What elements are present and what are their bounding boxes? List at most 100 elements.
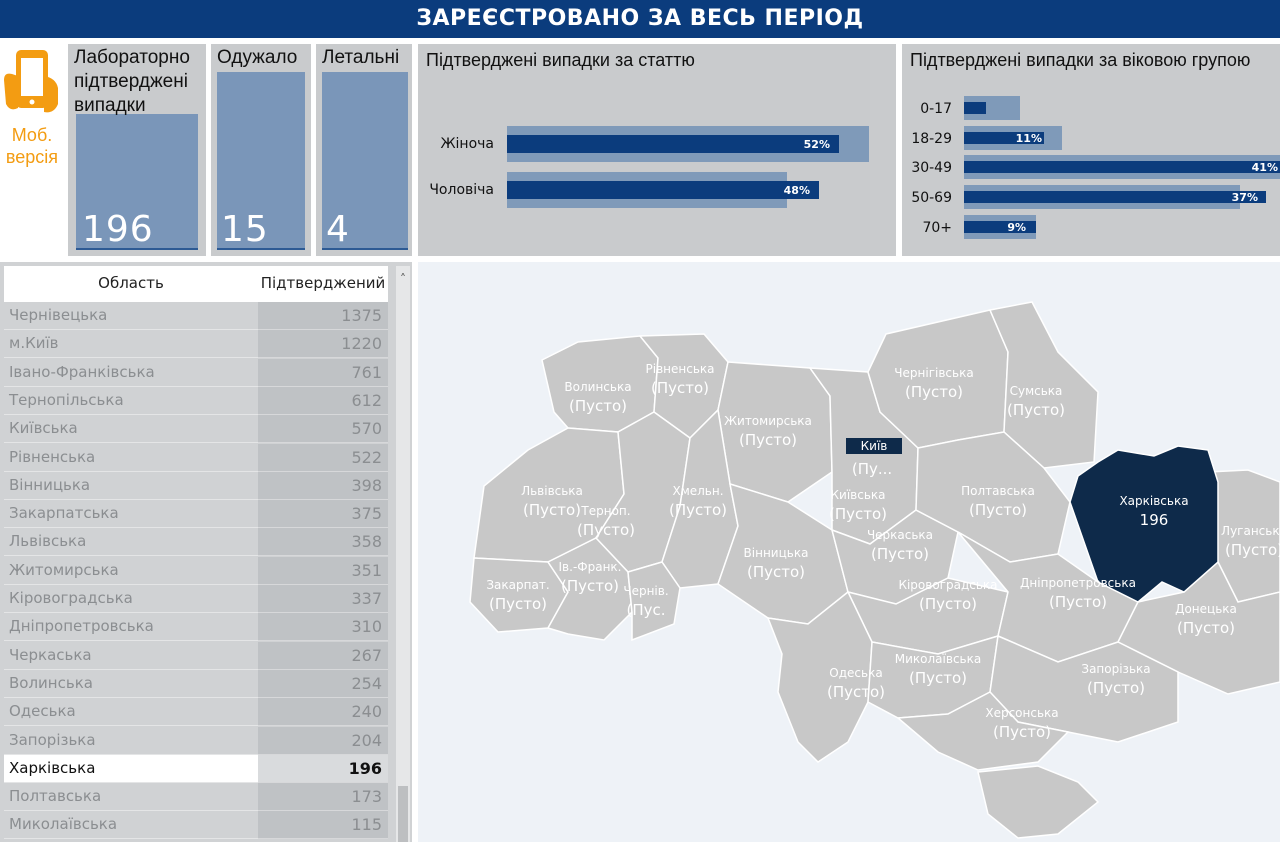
cell-region: Закарпатська	[4, 500, 258, 529]
map-region-label[interactable]: Чернігівська (Пусто)	[874, 366, 994, 401]
map-region-value: (Пусто)	[746, 563, 806, 581]
cell-confirmed: 310	[258, 613, 388, 642]
map-region-name: Закарпат.	[486, 578, 550, 592]
region-crimea	[977, 765, 1100, 839]
map-region-value: (Пусто)	[1224, 541, 1280, 559]
table-row[interactable]: Миколаївська 115	[4, 811, 388, 840]
table-scrollbar[interactable]: ˄	[396, 266, 410, 842]
map-region-value: (Пусто)	[870, 545, 930, 563]
map-region-label[interactable]: Миколаївська (Пусто)	[878, 652, 998, 687]
map-region-label[interactable]: Черкаська (Пусто)	[840, 528, 960, 563]
column-header-confirmed[interactable]: Підтверджений	[260, 274, 386, 292]
table-row[interactable]: Полтавська 173	[4, 783, 388, 812]
map-region-label[interactable]: Житомирська (Пусто)	[708, 414, 828, 449]
map-region-label[interactable]: Сумська (Пусто)	[976, 384, 1096, 419]
map-region-name: Київська	[830, 488, 886, 502]
map-region-name: Дніпропетровська	[1020, 576, 1136, 590]
map-region-label[interactable]: Запорізька (Пусто)	[1056, 662, 1176, 697]
age-label-18-29: 18-29	[911, 131, 952, 147]
map-region-label[interactable]: Волинська (Пусто)	[538, 380, 658, 415]
cell-region: Дніпропетровська	[4, 613, 258, 642]
map-region-label[interactable]: Рівненська (Пусто)	[620, 362, 740, 397]
kpi-deaths-bar	[322, 72, 408, 250]
region-ivano-frankivska	[546, 537, 633, 641]
table-row[interactable]: Рівненська 522	[4, 443, 388, 472]
kpi-confirmed-value: 196	[82, 209, 154, 250]
cell-confirmed: 1375	[258, 302, 388, 330]
map-region-name: Луганська	[1221, 524, 1280, 538]
kyiv-city-tag[interactable]: Київ	[846, 438, 902, 454]
map-region-label[interactable]: Ів.-Франк. (Пусто)	[530, 560, 650, 595]
cell-region: Тернопільська	[4, 387, 258, 415]
map-region-label[interactable]: Чернів. (Пус.	[586, 584, 706, 619]
map-region-label[interactable]: Київ(Пу...	[812, 460, 932, 478]
scroll-thumb[interactable]	[398, 786, 408, 842]
region-khersonska	[896, 691, 1070, 771]
cell-region: Волинська	[4, 670, 258, 698]
table-row[interactable]: Чернівецька 1375	[4, 302, 388, 330]
age-bar-70[interactable]	[964, 221, 1036, 233]
age-chart: Підтверджені випадки за віковою групою 0…	[902, 44, 1280, 256]
region-table: Область Підтверджений Чернівецька 1375 м.К…	[0, 262, 412, 842]
table-row[interactable]: Львівська 358	[4, 528, 388, 557]
map-region-label[interactable]: Закарпат. (Пусто)	[458, 578, 578, 613]
map-region-value: (Пусто)	[650, 379, 710, 397]
cell-confirmed: 398	[258, 471, 388, 500]
gender-bar-female[interactable]	[507, 135, 839, 153]
table-row[interactable]: Київська 570	[4, 415, 388, 444]
map-region-label[interactable]: Кіровоградська (Пусто)	[888, 578, 1008, 613]
map-region-value: (Пусто)	[738, 431, 798, 449]
table-row[interactable]: Волинська 254	[4, 669, 388, 698]
map-region-name: Львівська	[521, 484, 583, 498]
table-row[interactable]: Харківська 196	[4, 754, 388, 783]
table-row[interactable]: Вінницька 398	[4, 471, 388, 500]
map-region-label[interactable]: Одеська (Пусто)	[796, 666, 916, 701]
table-row[interactable]: м.Київ 1220	[4, 330, 388, 359]
map-region-value: 196	[1139, 511, 1169, 529]
age-bar-0-17[interactable]	[964, 102, 986, 114]
age-bar-50-69[interactable]	[964, 191, 1266, 203]
cell-confirmed: 240	[258, 698, 388, 727]
mobile-label-line2: версія	[5, 147, 59, 167]
table-row[interactable]: Кіровоградська 337	[4, 585, 388, 613]
map-region-name: Херсонська	[985, 706, 1059, 720]
map-region-label[interactable]: Дніпропетровська (Пусто)	[1018, 576, 1138, 611]
mobile-label-line1: Моб.	[11, 125, 53, 145]
mobile-version-link[interactable]: Моб. версія	[0, 44, 64, 194]
map-region-label[interactable]: Луганська (Пусто)	[1194, 524, 1280, 559]
map-region-label[interactable]: Терноп. (Пусто)	[546, 504, 666, 539]
scroll-up-icon[interactable]: ˄	[400, 272, 406, 286]
cell-confirmed: 351	[258, 556, 388, 585]
map-region-label[interactable]: Харківська 196	[1094, 494, 1214, 529]
table-row[interactable]: Одеська 240	[4, 698, 388, 727]
age-value-18-29: 11%	[1015, 132, 1042, 145]
cell-confirmed: 254	[258, 669, 388, 698]
table-row[interactable]: Житомирська 351	[4, 556, 388, 585]
age-bar-30-49[interactable]	[964, 161, 1280, 173]
map-region-label[interactable]: Львівська (Пусто)	[492, 484, 612, 519]
column-header-region[interactable]: Область	[98, 274, 164, 292]
gender-bar-male[interactable]	[507, 181, 819, 199]
age-bar-18-29[interactable]	[964, 132, 1044, 144]
cell-region: Рівненська	[4, 444, 258, 472]
gender-label-male: Чоловіча	[429, 182, 494, 198]
table-row[interactable]: Закарпатська 375	[4, 500, 388, 529]
map-region-label[interactable]: Вінницька (Пусто)	[716, 546, 836, 581]
region-sumska	[988, 301, 1099, 469]
map-region-label[interactable]: Хмельн. (Пусто)	[638, 484, 758, 519]
map-region-label[interactable]: Полтавська (Пусто)	[938, 484, 1058, 519]
kpi-deaths-card: Летальні 4	[316, 44, 412, 256]
table-row[interactable]: Тернопільська 612	[4, 386, 388, 415]
page-title: ЗАРЕЄСТРОВАНО ЗА ВЕСЬ ПЕРІОД	[0, 0, 1280, 38]
cell-region: Харківська	[4, 754, 258, 783]
table-row[interactable]: Запорізька 204	[4, 726, 388, 755]
table-row[interactable]: Дніпропетровська 310	[4, 613, 388, 642]
table-row[interactable]: Івано-Франківська 761	[4, 358, 388, 387]
table-row[interactable]: Черкаська 267	[4, 641, 388, 670]
region-odeska	[766, 590, 873, 763]
map-region-label[interactable]: Херсонська (Пусто)	[962, 706, 1082, 741]
map-region-label[interactable]: Донецька (Пусто)	[1146, 602, 1266, 637]
map-region-label[interactable]: Київська (Пусто)	[798, 488, 918, 523]
map-region-value: (Пусто)	[1048, 593, 1108, 611]
